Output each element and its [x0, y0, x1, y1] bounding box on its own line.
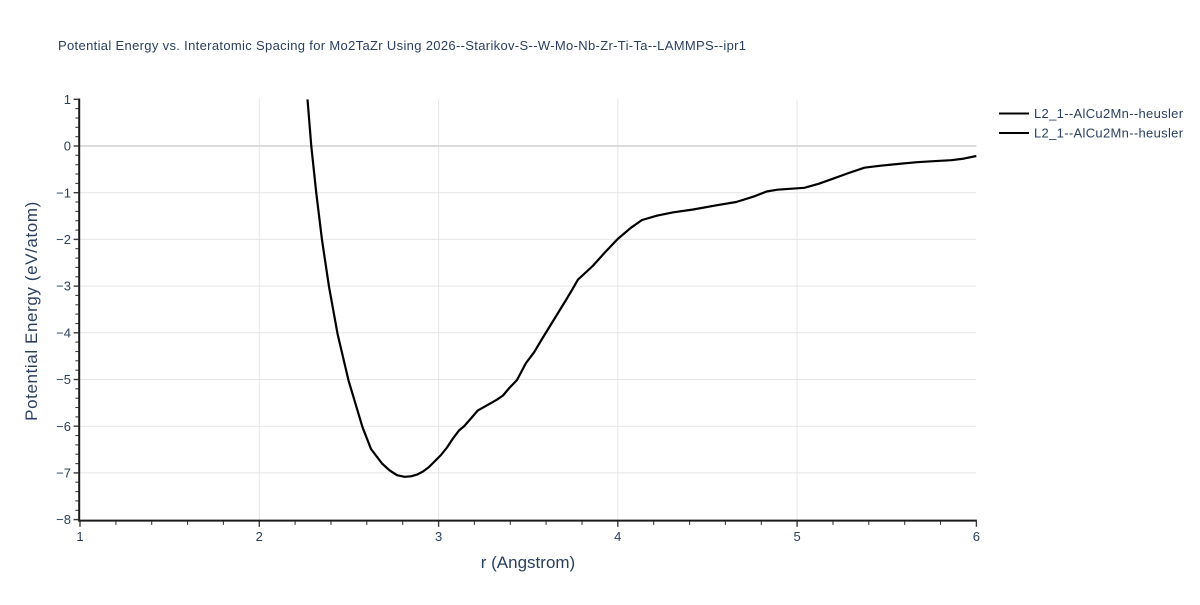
svg-text:2: 2: [256, 529, 263, 544]
svg-text:3: 3: [435, 529, 442, 544]
svg-text:−5: −5: [56, 372, 71, 387]
svg-text:r (Angstrom): r (Angstrom): [481, 553, 575, 572]
svg-text:−6: −6: [56, 419, 71, 434]
svg-text:4: 4: [614, 529, 621, 544]
svg-text:−1: −1: [56, 185, 71, 200]
svg-text:−3: −3: [56, 279, 71, 294]
svg-text:−4: −4: [56, 325, 71, 340]
svg-text:1: 1: [76, 529, 83, 544]
svg-text:L2_1--AlCu2Mn--heusler: L2_1--AlCu2Mn--heusler: [1034, 126, 1184, 141]
svg-text:Potential Energy (eV/atom): Potential Energy (eV/atom): [22, 201, 41, 421]
svg-text:−8: −8: [56, 512, 71, 527]
svg-text:−2: −2: [56, 232, 71, 247]
svg-text:1: 1: [64, 92, 71, 107]
svg-text:−7: −7: [56, 466, 71, 481]
svg-text:6: 6: [973, 529, 980, 544]
svg-text:5: 5: [793, 529, 800, 544]
svg-text:Potential Energy vs. Interatom: Potential Energy vs. Interatomic Spacing…: [58, 38, 746, 53]
svg-text:L2_1--AlCu2Mn--heusler: L2_1--AlCu2Mn--heusler: [1034, 106, 1184, 121]
svg-text:0: 0: [64, 139, 71, 154]
